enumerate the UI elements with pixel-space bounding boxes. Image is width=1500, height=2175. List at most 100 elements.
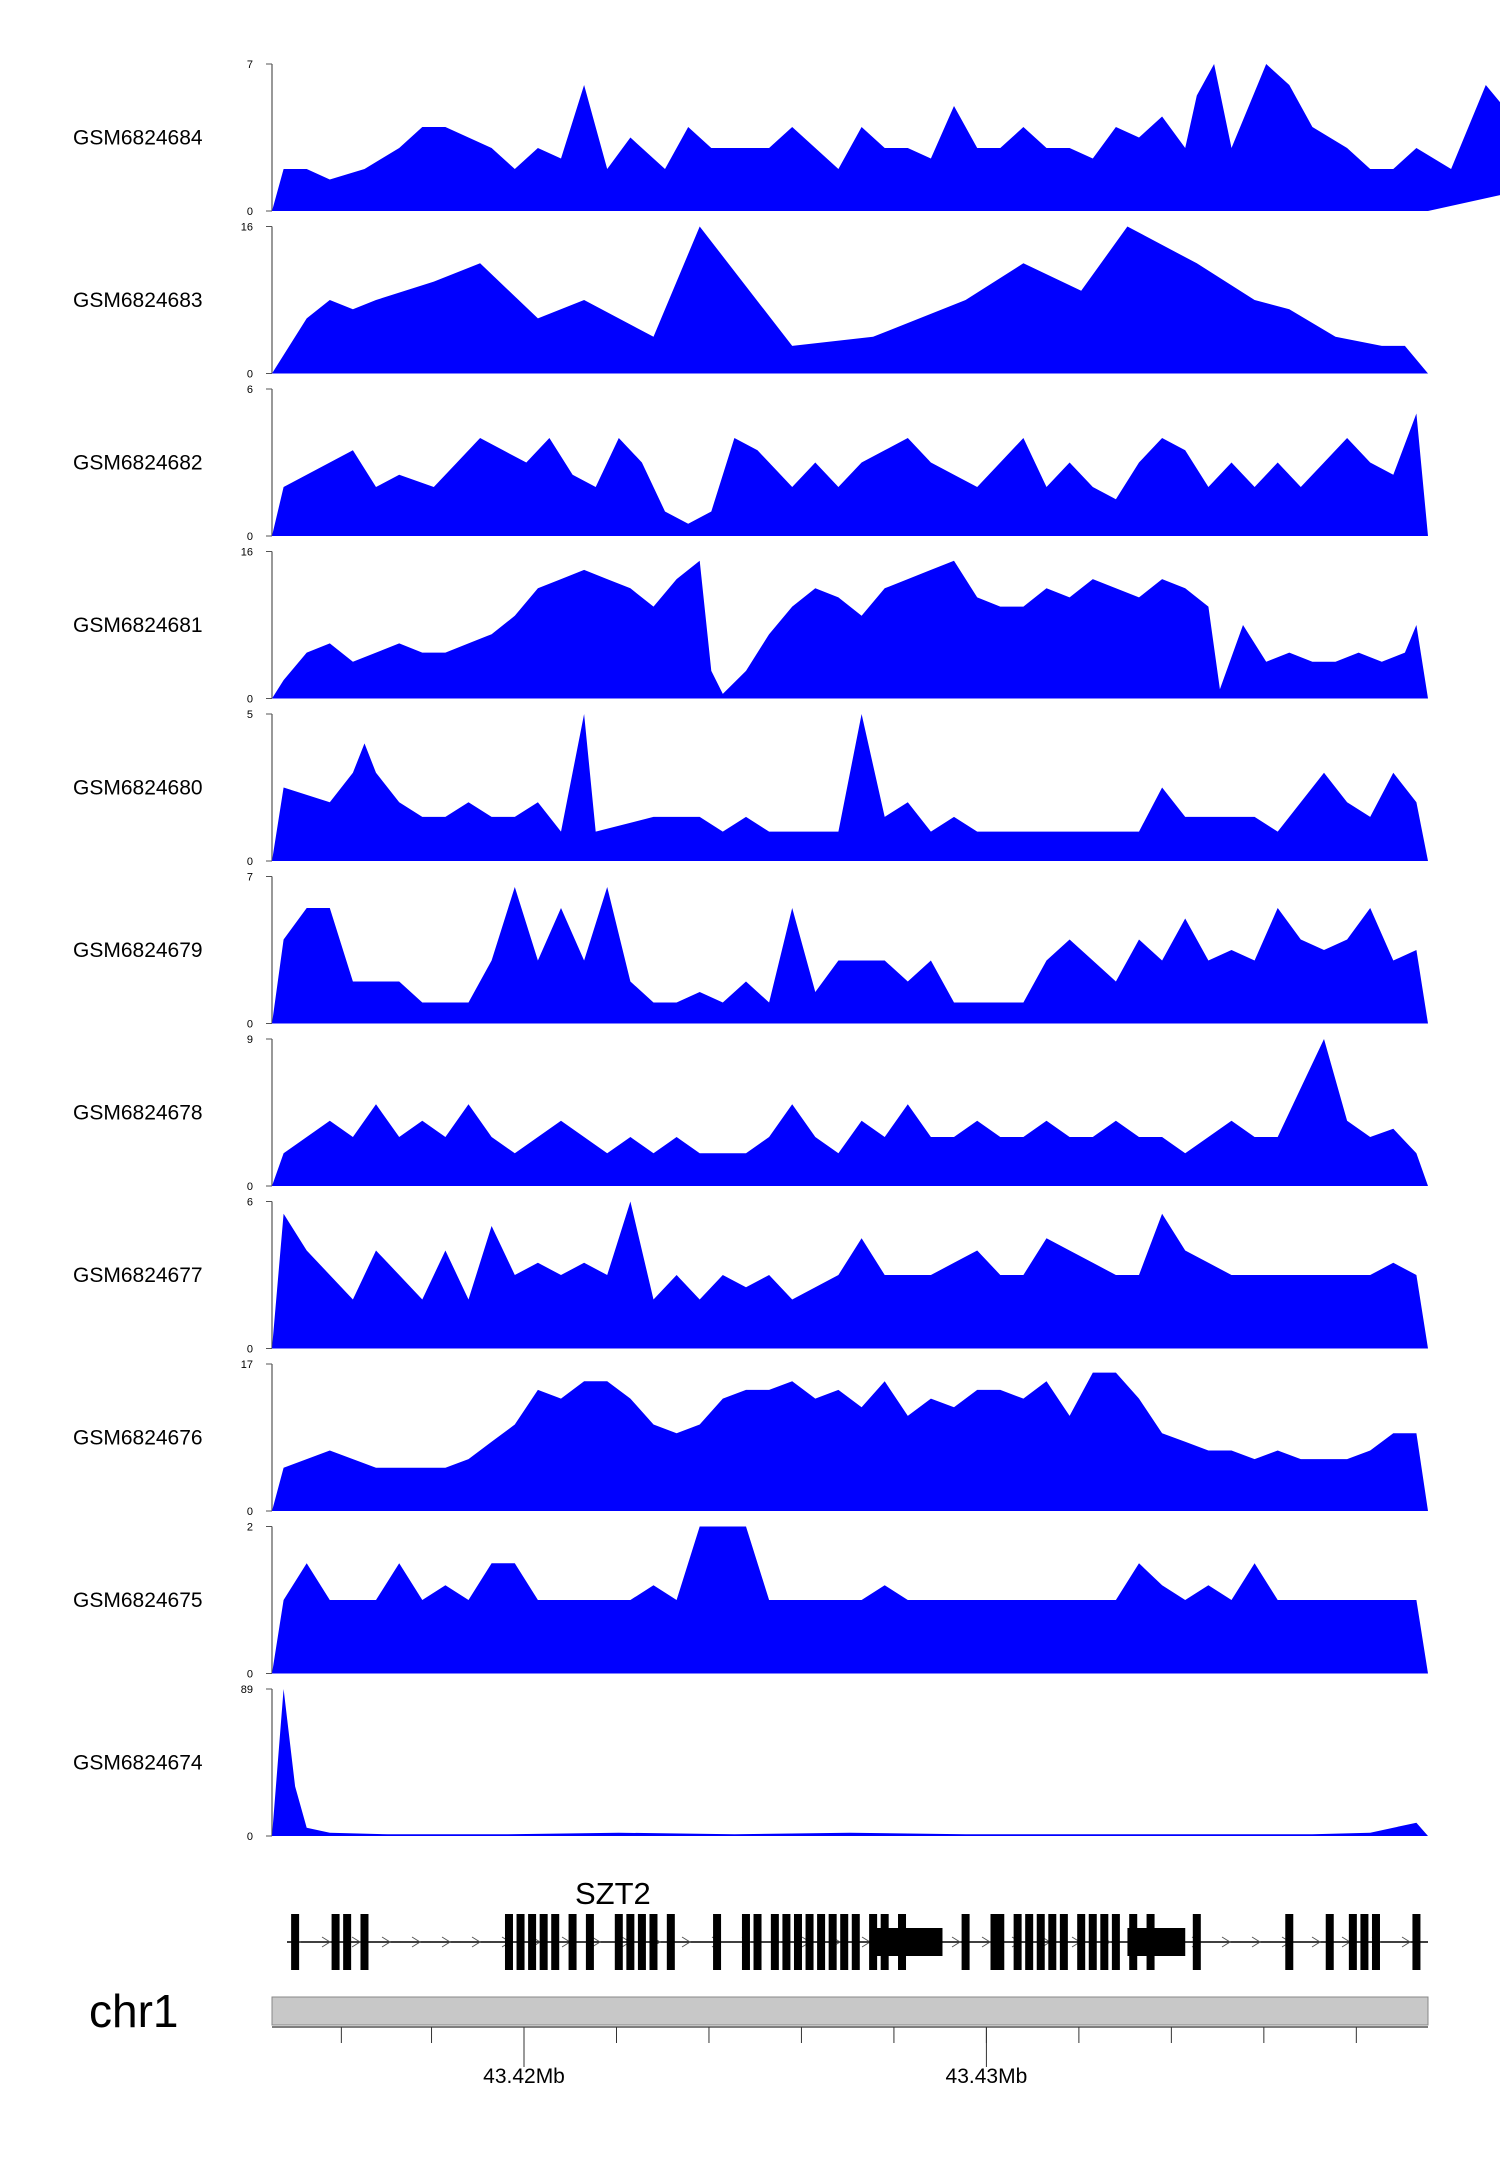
coverage-area xyxy=(272,413,1428,536)
track-label: GSM6824684 xyxy=(73,127,203,150)
coverage-area xyxy=(272,1372,1428,1511)
y-min-label: 0 xyxy=(247,206,253,218)
coverage-area xyxy=(272,887,1428,1024)
coverage-area xyxy=(272,1039,1428,1186)
y-max-label: 7 xyxy=(247,59,253,71)
track-label: GSM6824679 xyxy=(73,939,203,962)
exon xyxy=(828,1914,837,1970)
y-max-label: 9 xyxy=(247,1034,253,1046)
track-label: GSM6824678 xyxy=(73,1102,203,1125)
exon xyxy=(504,1914,513,1970)
exon xyxy=(516,1914,525,1970)
exon xyxy=(1048,1914,1057,1970)
y-min-label: 0 xyxy=(247,369,253,381)
exon xyxy=(851,1914,860,1970)
exon-block xyxy=(873,1928,943,1956)
y-min-label: 0 xyxy=(247,694,253,706)
strand-arrow xyxy=(681,1936,691,1948)
exon xyxy=(1325,1914,1334,1970)
y-max-label: 7 xyxy=(247,872,253,884)
coverage-area xyxy=(272,1201,1428,1349)
exon-block xyxy=(1127,1928,1186,1956)
strand-arrow xyxy=(321,1936,331,1948)
exon xyxy=(805,1914,814,1970)
y-max-label: 89 xyxy=(241,1684,253,1696)
exon xyxy=(1059,1914,1068,1970)
exon xyxy=(1036,1914,1045,1970)
exon xyxy=(291,1914,300,1970)
exon xyxy=(741,1914,750,1970)
exon xyxy=(1192,1914,1201,1970)
y-max-label: 6 xyxy=(247,384,253,396)
exon xyxy=(840,1914,849,1970)
strand-arrow xyxy=(981,1936,991,1948)
coverage-area xyxy=(272,714,1428,861)
track-label: GSM6824682 xyxy=(73,452,203,475)
strand-arrow xyxy=(1311,1936,1321,1948)
strand-arrow xyxy=(411,1936,421,1948)
exon xyxy=(331,1914,340,1970)
exon xyxy=(666,1914,675,1970)
chromosome-ideogram xyxy=(271,1996,1429,2026)
exon xyxy=(1371,1914,1380,1970)
track-label: GSM6824683 xyxy=(73,289,203,312)
exon xyxy=(585,1914,594,1970)
exon xyxy=(626,1914,635,1970)
exon xyxy=(817,1914,826,1970)
exon xyxy=(1025,1914,1034,1970)
track-label: GSM6824681 xyxy=(73,614,203,637)
exon xyxy=(1100,1914,1109,1970)
y-min-label: 0 xyxy=(247,1669,253,1681)
exon xyxy=(360,1914,369,1970)
strand-arrow xyxy=(591,1936,601,1948)
y-min-label: 0 xyxy=(247,1181,253,1193)
y-max-label: 17 xyxy=(241,1359,253,1371)
strand-arrow xyxy=(1251,1936,1261,1948)
exon xyxy=(551,1914,560,1970)
exon xyxy=(753,1914,762,1970)
exon xyxy=(1412,1914,1421,1970)
exon xyxy=(1111,1914,1120,1970)
exon xyxy=(637,1914,646,1970)
track-label: GSM6824675 xyxy=(73,1589,203,1612)
y-max-label: 2 xyxy=(247,1522,253,1534)
exon xyxy=(568,1914,577,1970)
strand-arrow xyxy=(441,1936,451,1948)
y-min-label: 0 xyxy=(247,1831,253,1843)
y-min-label: 0 xyxy=(247,1019,253,1031)
exon xyxy=(996,1914,1005,1970)
exon xyxy=(782,1914,791,1970)
strand-arrow xyxy=(1401,1936,1411,1948)
coverage-area xyxy=(272,560,1428,699)
strand-arrow xyxy=(351,1936,361,1948)
exon xyxy=(1077,1914,1086,1970)
track-label: GSM6824680 xyxy=(73,777,203,800)
exon xyxy=(539,1914,548,1970)
y-min-label: 0 xyxy=(247,1506,253,1518)
exon xyxy=(614,1914,623,1970)
exon xyxy=(649,1914,658,1970)
exon xyxy=(770,1914,779,1970)
track-label: GSM6824674 xyxy=(73,1752,203,1775)
strand-arrow xyxy=(1221,1936,1231,1948)
x-axis-label: 43.43Mb xyxy=(946,2065,1028,2088)
track-label: GSM6824676 xyxy=(73,1427,203,1450)
y-max-label: 6 xyxy=(247,1197,253,1209)
strand-arrow xyxy=(381,1936,391,1948)
exon xyxy=(1360,1914,1369,1970)
exon xyxy=(1088,1914,1097,1970)
track-label: GSM6824677 xyxy=(73,1264,203,1287)
coverage-area xyxy=(272,64,1500,211)
y-min-label: 0 xyxy=(247,1344,253,1356)
exon xyxy=(793,1914,802,1970)
exon xyxy=(961,1914,970,1970)
strand-arrow xyxy=(951,1936,961,1948)
exon xyxy=(990,1914,999,1970)
y-max-label: 5 xyxy=(247,709,253,721)
y-max-label: 16 xyxy=(241,222,253,234)
x-axis-label: 43.42Mb xyxy=(483,2065,565,2088)
exon xyxy=(343,1914,352,1970)
coverage-area xyxy=(272,226,1428,374)
